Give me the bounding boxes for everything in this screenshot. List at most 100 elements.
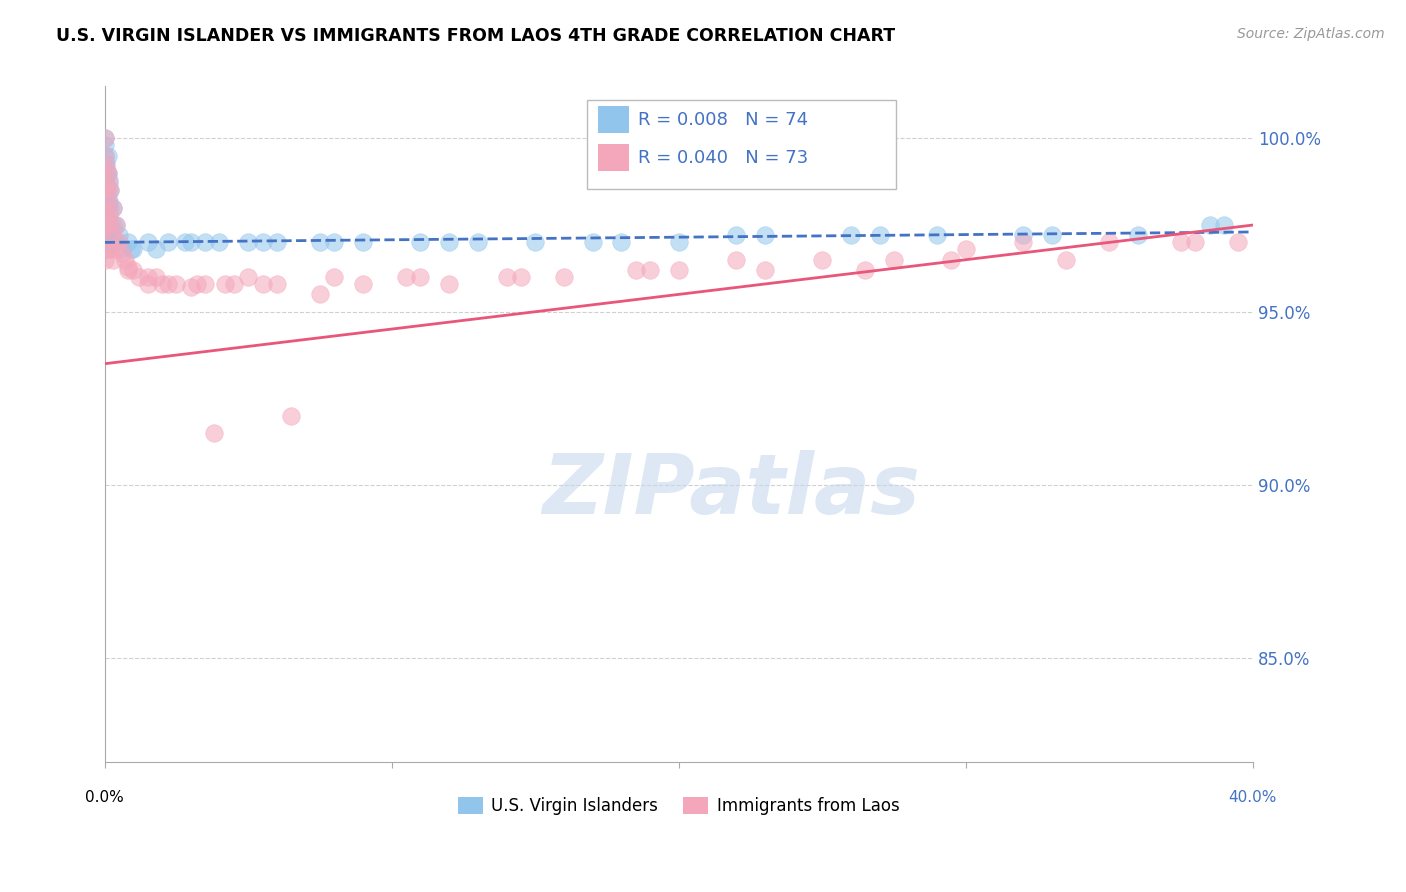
Point [93,166,115,180]
Point [725,252,748,267]
Point [93,218,115,232]
Point [96,149,118,163]
Point [100,243,122,257]
Point [93,149,115,163]
Point [180,280,202,294]
Point [96,190,118,204]
Point [98,214,121,228]
Point [96,183,118,197]
Point [93,201,115,215]
Point [117,263,139,277]
Point [725,228,748,243]
Point [509,270,531,285]
Point [93,194,115,208]
Point [437,277,460,291]
Point [93,235,115,250]
Point [117,235,139,250]
Point [352,277,374,291]
Point [111,243,134,257]
Point [208,235,231,250]
Point [925,228,948,243]
Point [624,263,647,277]
Point [94,177,117,191]
Point [1054,252,1077,267]
Point [941,252,963,267]
Point [93,228,115,243]
Point [238,235,260,250]
Point [93,131,115,145]
Point [811,252,834,267]
Point [1170,235,1192,250]
Point [98,194,121,208]
Point [1198,218,1220,232]
Point [194,235,217,250]
Point [222,277,245,291]
Point [93,149,115,163]
Point [156,277,179,291]
Point [180,235,202,250]
Point [100,183,122,197]
Point [96,211,118,226]
Point [93,201,115,215]
Point [252,277,274,291]
Point [96,243,118,257]
Point [409,270,432,285]
Point [524,235,547,250]
Point [96,218,118,232]
Point [309,235,332,250]
Point [105,218,128,232]
Point [156,235,179,250]
Text: R = 0.040   N = 73: R = 0.040 N = 73 [637,149,808,167]
Point [883,252,905,267]
Point [839,228,862,243]
Point [93,138,115,153]
Point [668,263,690,277]
Point [638,263,661,277]
Point [955,243,977,257]
Point [150,277,173,291]
Point [1126,228,1149,243]
Point [869,228,891,243]
Point [467,235,489,250]
Point [145,243,167,257]
Point [553,270,575,285]
Point [495,270,517,285]
Point [93,131,115,145]
Point [94,159,117,173]
Point [93,183,115,197]
Point [96,166,118,180]
Point [93,252,115,267]
Point [610,235,633,250]
Point [165,277,187,291]
Point [668,235,690,250]
Point [266,235,288,250]
Point [105,218,128,232]
Point [108,235,131,250]
Text: 0.0%: 0.0% [86,790,124,805]
Point [94,183,117,197]
Point [93,235,115,250]
Point [136,270,159,285]
Point [582,235,605,250]
Point [105,235,128,250]
Text: R = 0.008   N = 74: R = 0.008 N = 74 [637,111,807,128]
Point [122,263,145,277]
Point [96,235,118,250]
Point [114,252,136,267]
Point [94,201,117,215]
Point [323,270,346,285]
Text: U.S. VIRGIN ISLANDER VS IMMIGRANTS FROM LAOS 4TH GRADE CORRELATION CHART: U.S. VIRGIN ISLANDER VS IMMIGRANTS FROM … [56,27,896,45]
Point [111,245,134,260]
Point [93,166,115,180]
Point [395,270,418,285]
Point [96,201,118,215]
Point [98,177,121,191]
Point [194,277,217,291]
Point [93,173,115,187]
Point [105,243,128,257]
Point [122,243,145,257]
Point [1012,235,1035,250]
Point [754,228,776,243]
Point [214,277,236,291]
Point [94,208,117,222]
